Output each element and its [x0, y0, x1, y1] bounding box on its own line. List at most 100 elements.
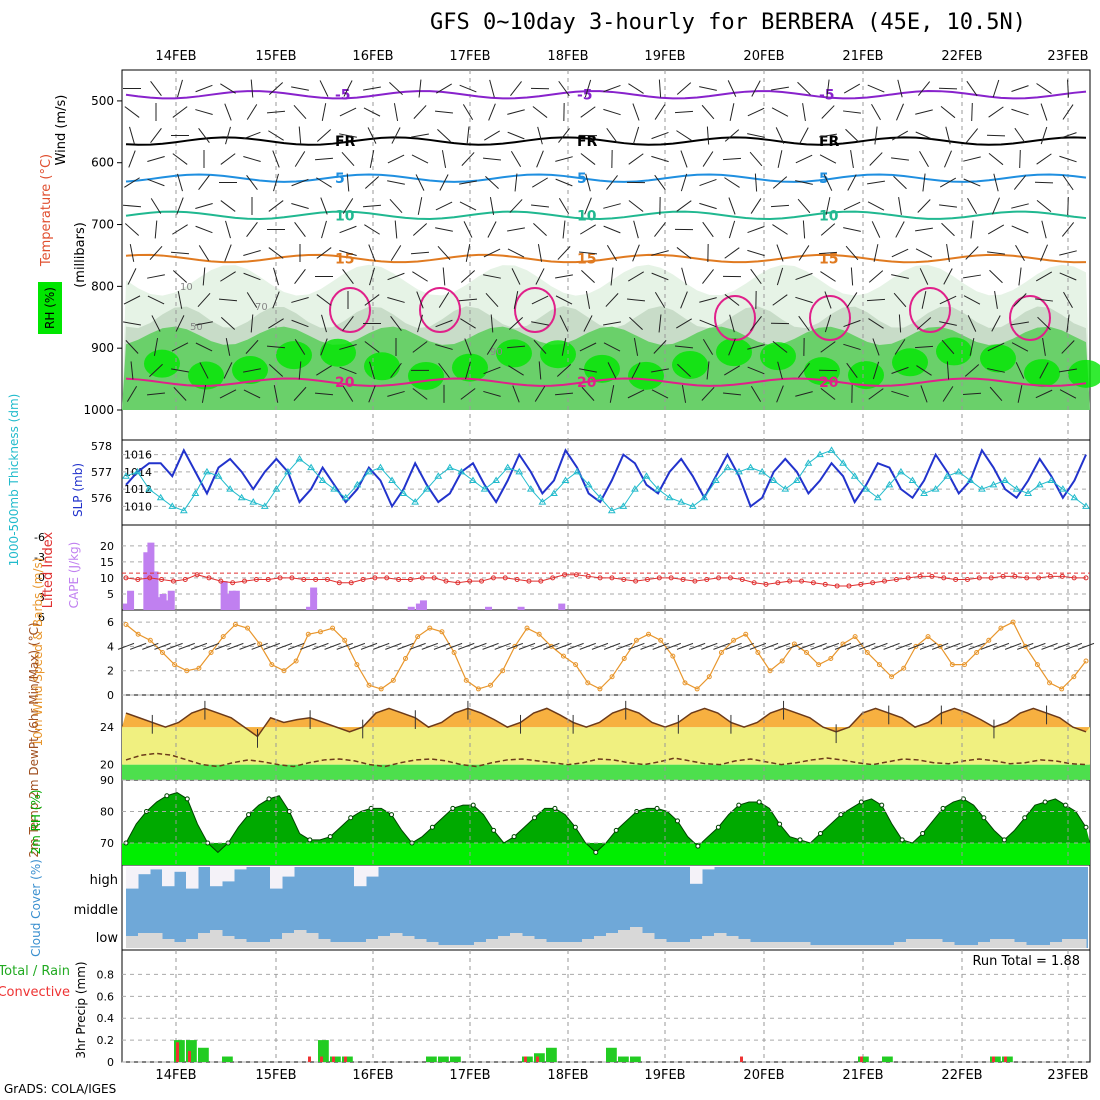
- wind-speed-point: [864, 649, 870, 655]
- wind-barb: [387, 390, 405, 397]
- precip-conv-legend: Convective: [0, 985, 70, 1000]
- isotherm-20-loop: [1009, 295, 1051, 341]
- li-point: [360, 577, 366, 583]
- cloud-low-bar: [906, 939, 919, 948]
- cloud-low-bar: [762, 942, 775, 948]
- li-point: [384, 575, 390, 581]
- wind-barb: [898, 197, 902, 215]
- cloud-high-bar: [702, 867, 715, 870]
- wind-barb: [845, 128, 859, 143]
- cloud-low-bar: [510, 933, 523, 948]
- wind-barb: [225, 338, 231, 356]
- isotherm-10: [125, 210, 1087, 220]
- wind-barb: [339, 133, 357, 138]
- li-point: [443, 578, 449, 584]
- wind-barb: [291, 319, 309, 328]
- wind-barb: [415, 174, 425, 191]
- wind-barb: [799, 127, 809, 144]
- thickness-point: [145, 485, 154, 492]
- wind-barb: [825, 197, 831, 215]
- wind-speed-point: [646, 631, 652, 637]
- precip-total-bar: [882, 1056, 893, 1062]
- wind-barb: [250, 79, 254, 98]
- li-point: [336, 580, 342, 586]
- wind-barb-10m: [579, 642, 596, 650]
- wind-barb: [1035, 271, 1053, 282]
- wind-barb: [819, 154, 837, 164]
- thickness-point: [353, 480, 362, 488]
- wind-barb: [629, 316, 643, 330]
- thickness-point: [469, 476, 477, 483]
- wind-barb: [1059, 132, 1077, 139]
- cloud-low-bar: [750, 942, 763, 948]
- thickness-point: [978, 485, 986, 492]
- precip-conv-bar: [860, 1056, 863, 1062]
- wind-barb: [321, 220, 327, 239]
- wind-barb: [777, 150, 783, 168]
- rh-contour-label: 90: [490, 347, 503, 358]
- cloud-low-bar: [726, 936, 739, 948]
- wind-barb: [772, 341, 788, 353]
- wind-barb: [945, 126, 951, 145]
- rh2m-point: [429, 824, 435, 830]
- thickness-point: [1001, 476, 1009, 483]
- wind-barb-10m: [397, 642, 414, 650]
- wind-barb: [775, 127, 785, 144]
- wind-speed-point: [560, 653, 566, 659]
- wind-barb: [368, 244, 376, 262]
- wind-barb-10m: [129, 642, 147, 650]
- wind-barb: [266, 110, 286, 114]
- wind-speed-point: [305, 631, 311, 637]
- wind-speed-point: [402, 656, 408, 662]
- wind-speed-point: [512, 643, 518, 649]
- wind-barb: [272, 291, 280, 309]
- date-label-bottom: 22FEB: [941, 1068, 982, 1083]
- wind-barb: [442, 267, 446, 286]
- isotherm-label: 10: [819, 208, 839, 224]
- rh2m-point: [266, 796, 272, 802]
- li-point: [941, 575, 947, 581]
- wind-barb: [1062, 104, 1074, 120]
- series-SLP: [125, 448, 1087, 509]
- li-point: [893, 577, 899, 583]
- li-point: [396, 577, 402, 583]
- thickness-point: [908, 476, 917, 483]
- wind-barb-10m: [640, 642, 657, 650]
- wind-barb: [149, 363, 163, 377]
- cloud-low-bar: [630, 927, 643, 948]
- cloud-high-bar: [234, 867, 247, 870]
- cloud-low-bar: [318, 939, 331, 948]
- wind-barb: [483, 390, 501, 397]
- cape-tick-label: 20: [100, 540, 114, 553]
- isotherm-label: FR: [335, 134, 356, 150]
- wind-barb: [581, 386, 595, 401]
- wind-barb: [939, 177, 957, 188]
- cloud-level-label: middle: [74, 903, 118, 918]
- wind-barb: [606, 245, 618, 261]
- wind-barb: [772, 294, 788, 306]
- wind-barb: [702, 151, 714, 167]
- wind-speed-point: [889, 674, 895, 680]
- li-point: [324, 577, 330, 583]
- cloud-low-bar: [330, 942, 343, 948]
- wind-barb-10m: [275, 642, 293, 650]
- cloud-level-label: low: [96, 931, 119, 946]
- wind-barb: [460, 270, 476, 283]
- rh-blob: [672, 350, 708, 379]
- cloud-low-bar: [474, 942, 487, 948]
- li-point: [644, 577, 650, 583]
- wind-barb: [651, 368, 669, 373]
- cape-bar: [407, 606, 415, 610]
- wind-barb: [266, 345, 286, 349]
- thickness-point: [677, 498, 686, 505]
- thickness-point: [365, 467, 373, 475]
- cloud-low-bar: [270, 939, 283, 948]
- wind-barb: [223, 362, 233, 379]
- rh2m-point: [184, 796, 190, 802]
- cloud-axis-label: Cloud Cover (%): [29, 859, 43, 957]
- wind-barb: [681, 267, 687, 286]
- wind-barb-10m: [445, 642, 463, 650]
- wind-barb: [147, 156, 165, 162]
- li-point: [964, 577, 970, 583]
- wind-speed-point: [342, 637, 348, 643]
